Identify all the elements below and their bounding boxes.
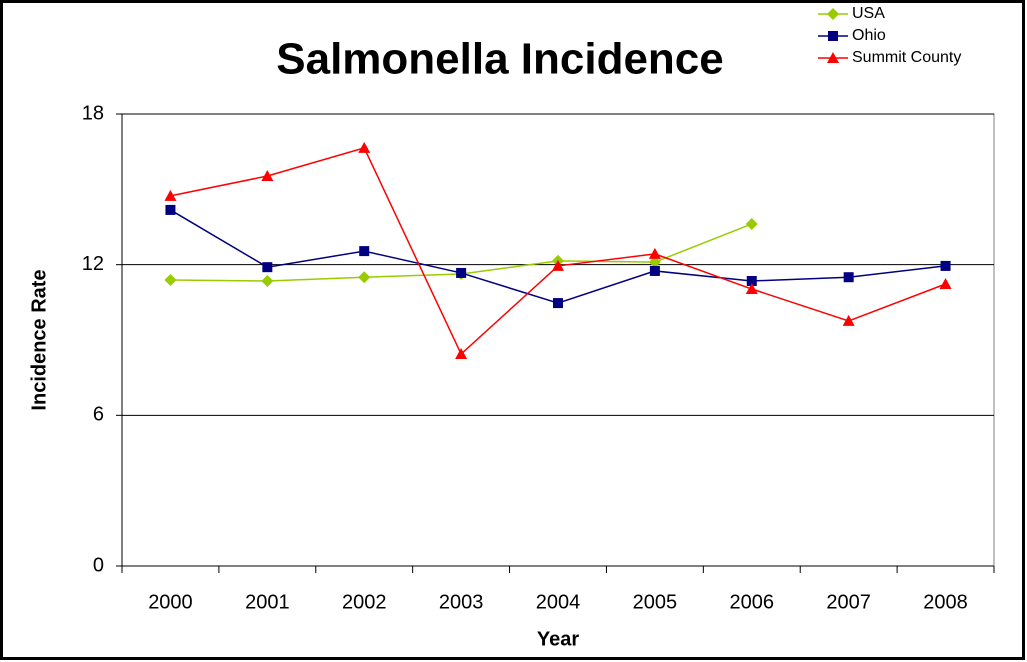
- marker: [648, 256, 661, 269]
- x-tick-label: 2006: [730, 591, 775, 613]
- legend-label: Ohio: [852, 27, 886, 44]
- marker: [262, 262, 273, 273]
- marker: [842, 314, 855, 326]
- x-tick-label: 2000: [148, 591, 193, 613]
- marker: [939, 278, 952, 290]
- marker: [649, 265, 660, 276]
- y-tick-label: 12: [82, 253, 104, 275]
- marker: [261, 274, 274, 287]
- x-tick-label: 2008: [923, 591, 968, 613]
- marker: [456, 267, 467, 278]
- x-tick-label: 2007: [826, 591, 871, 613]
- x-tick-label: 2001: [245, 591, 290, 613]
- marker: [359, 246, 370, 257]
- marker: [552, 259, 564, 271]
- marker: [164, 189, 177, 201]
- marker: [165, 204, 176, 215]
- marker: [745, 217, 758, 230]
- marker: [745, 283, 758, 295]
- marker: [455, 348, 468, 360]
- marker: [828, 31, 838, 41]
- marker: [827, 8, 839, 20]
- legend-label: Summit County: [852, 49, 961, 66]
- x-axis-label: Year: [537, 628, 579, 650]
- marker: [553, 298, 563, 309]
- x-tick-label: 2004: [536, 591, 581, 613]
- marker: [164, 273, 177, 286]
- x-tick-label: 2005: [633, 591, 678, 613]
- marker: [827, 52, 839, 63]
- x-tick-label: 2002: [342, 591, 387, 613]
- marker: [843, 272, 854, 283]
- marker: [940, 260, 951, 271]
- marker: [358, 271, 371, 284]
- y-tick-label: 18: [82, 102, 104, 124]
- marker: [746, 275, 757, 286]
- marker: [261, 170, 274, 182]
- y-tick-label: 6: [93, 404, 104, 426]
- marker: [648, 247, 661, 259]
- chart-title: Salmonella Incidence: [276, 35, 724, 84]
- legend-label: USA: [852, 5, 885, 22]
- y-tick-label: 0: [93, 554, 104, 576]
- x-tick-label: 2003: [439, 591, 484, 613]
- marker: [358, 141, 371, 153]
- y-axis-label: Incidence Rate: [28, 269, 50, 410]
